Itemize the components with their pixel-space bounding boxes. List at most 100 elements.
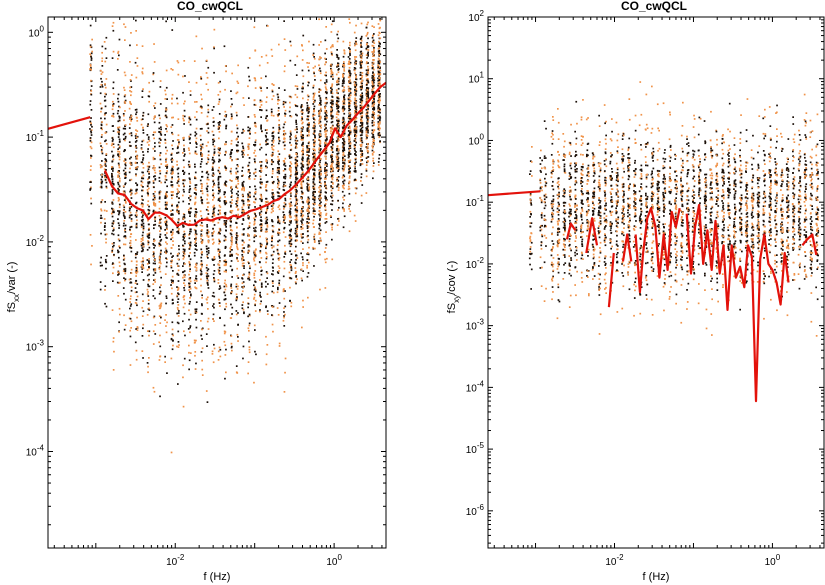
left-orange-point — [331, 162, 334, 165]
left-orange-point — [146, 293, 149, 295]
left-dark-point — [231, 103, 233, 106]
left-dark-point — [278, 166, 280, 169]
left-orange-point — [313, 143, 316, 146]
left-orange-point — [200, 107, 203, 110]
left-dark-point — [330, 216, 332, 218]
left-dark-point — [117, 222, 120, 224]
left-dark-point — [253, 144, 255, 146]
left-orange-point — [326, 117, 328, 119]
left-dark-point — [90, 154, 92, 157]
left-dark-point — [140, 180, 143, 183]
left-dark-point — [171, 168, 173, 170]
left-dark-point — [277, 192, 280, 194]
left-orange-point — [237, 285, 239, 288]
left-dark-point — [307, 108, 310, 111]
left-orange-point — [247, 297, 250, 299]
left-orange-point — [182, 213, 185, 215]
left-orange-point — [314, 137, 316, 140]
left-orange-point — [307, 209, 310, 211]
left-orange-point — [308, 62, 310, 64]
left-orange-point — [177, 346, 180, 348]
left-dark-point — [212, 134, 215, 136]
left-dark-point — [324, 112, 327, 114]
left-orange-point — [307, 225, 310, 228]
left-dark-point — [331, 159, 333, 161]
left-dark-point — [313, 72, 315, 75]
left-dark-point — [325, 110, 328, 112]
left-dark-point — [319, 130, 322, 133]
left-dark-point — [338, 206, 340, 209]
left-orange-point — [325, 177, 327, 180]
left-orange-point — [200, 262, 203, 265]
left-orange-point — [124, 26, 127, 28]
left-dark-point — [300, 135, 303, 138]
left-orange-point — [129, 118, 131, 120]
left-orange-point — [343, 165, 345, 168]
left-dark-point — [129, 335, 132, 338]
left-orange-point — [282, 231, 285, 234]
left-orange-point — [272, 245, 275, 248]
left-orange-point — [217, 147, 220, 149]
left-dark-point — [183, 240, 186, 243]
left-dark-point — [158, 224, 160, 227]
left-orange-point — [308, 141, 310, 143]
left-orange-point — [248, 224, 251, 227]
left-dark-point — [277, 221, 279, 224]
left-dark-point — [260, 296, 262, 298]
left-dark-point — [294, 64, 297, 66]
left-dark-point — [289, 208, 292, 210]
left-dark-point — [188, 318, 190, 321]
left-dark-point — [319, 120, 322, 123]
left-dark-point — [290, 228, 292, 231]
left-dark-point — [331, 151, 334, 153]
left-dark-point — [188, 172, 190, 175]
left-dark-point — [112, 233, 115, 236]
left-dark-point — [265, 305, 267, 308]
left-dark-point — [112, 87, 115, 90]
left-dark-point — [164, 114, 167, 117]
left-dark-point — [283, 227, 285, 230]
left-dark-point — [259, 309, 261, 311]
left-dark-point — [148, 237, 150, 239]
left-orange-point — [236, 137, 239, 140]
left-dark-point — [117, 218, 119, 220]
left-orange-point — [295, 270, 297, 273]
left-dark-point — [337, 105, 340, 108]
left-orange-point — [213, 145, 216, 148]
left-orange-point — [331, 72, 334, 74]
left-orange-point — [313, 236, 315, 239]
left-dark-point — [154, 107, 156, 109]
left-orange-point — [337, 123, 340, 126]
left-orange-point — [264, 186, 267, 189]
left-dark-point — [158, 293, 161, 295]
left-orange-point — [284, 109, 287, 112]
left-dark-point — [330, 168, 332, 170]
left-dark-point — [152, 262, 155, 265]
left-orange-point — [148, 171, 150, 173]
left-dark-point — [326, 91, 328, 94]
left-orange-point — [278, 259, 280, 261]
left-orange-point — [325, 98, 328, 101]
left-dark-point — [229, 255, 231, 257]
left-dark-point — [104, 201, 106, 203]
left-dark-point — [218, 197, 221, 200]
left-orange-point — [272, 152, 274, 155]
left-orange-point — [213, 204, 215, 207]
left-orange-point — [206, 156, 209, 159]
left-orange-point — [247, 154, 249, 156]
left-orange-point — [171, 233, 174, 235]
left-orange-point — [231, 72, 233, 75]
left-dark-point — [128, 141, 131, 143]
left-dark-point — [336, 122, 339, 125]
left-orange-point — [266, 344, 269, 346]
left-orange-point — [302, 138, 304, 141]
left-dark-point — [177, 201, 180, 204]
left-orange-point — [171, 185, 174, 188]
left-orange-point — [265, 54, 268, 57]
left-dark-point — [129, 281, 132, 284]
left-orange-point — [253, 217, 255, 220]
left-dark-point — [201, 158, 203, 160]
left-dark-point — [254, 290, 257, 293]
left-orange-point — [283, 161, 286, 164]
left-orange-point — [265, 160, 268, 163]
